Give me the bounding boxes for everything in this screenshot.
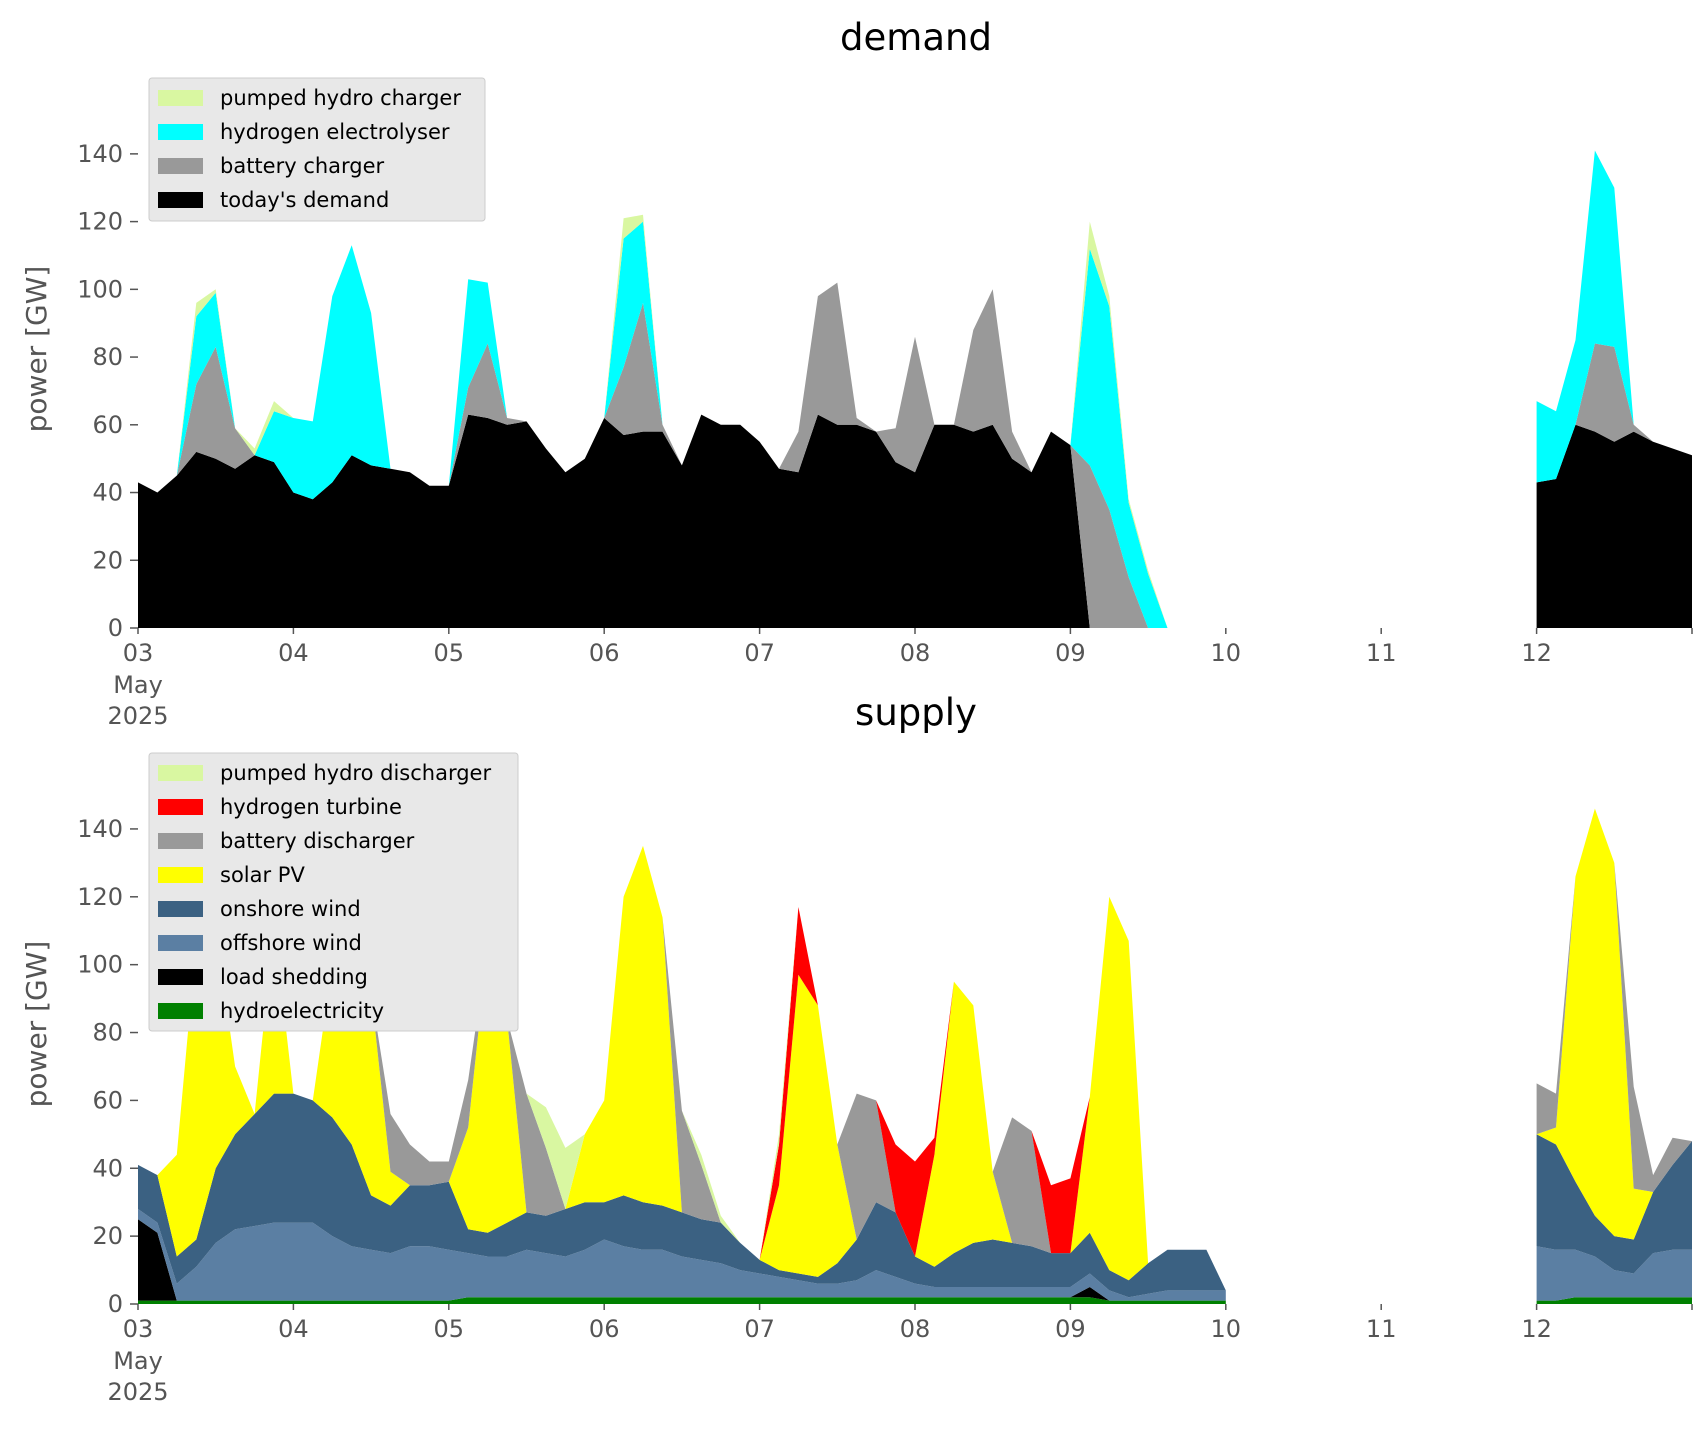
y-tick-label: 40 [92,1154,123,1182]
series-layer [138,808,1692,1304]
y-tick-label: 20 [92,1222,123,1250]
y-tick-label: 120 [77,208,123,236]
legend-label: battery charger [220,154,385,178]
chart-title: demand [840,16,992,59]
x-tick-label: 11 [1366,639,1397,667]
y-tick-label: 140 [77,140,123,168]
legend-swatch [158,765,203,781]
x-tick-sublabel: 2025 [107,1378,168,1406]
x-tick-label: 09 [1055,1315,1086,1343]
legend-swatch [158,192,203,208]
legend-box [148,77,486,222]
legend-swatch [158,867,203,883]
demand-chart: demand power [GW] 0 20 40 60 80 100 120 140 03 04… [20,16,1693,730]
legend-swatch [158,969,203,985]
x-tick-sublabel: May [113,1347,163,1375]
x-tick-label: 10 [1211,1315,1242,1343]
area-battery-discharger [138,808,1692,1291]
legend-swatch [158,1003,203,1019]
series-layer [138,150,1692,628]
legend-label: onshore wind [220,897,361,921]
y-tick-label: 140 [77,815,123,843]
y-tick-label: 100 [77,275,123,303]
legend: pumped hydro discharger hydrogen turbine b… [148,752,519,1032]
x-tick-label: 05 [434,1315,465,1343]
y-tick-label: 120 [77,883,123,911]
x-tick-label: 12 [1521,639,1552,667]
legend-swatch [158,833,203,849]
axes-layer: 0 20 40 60 80 100 120 140 03 04 05 06 07 08 09 10 11 12 Ma… [77,815,1693,1406]
legend: pumped hydro charger hydrogen electrolyse… [148,77,486,222]
legend-swatch [158,901,203,917]
x-tick-label: 09 [1055,639,1086,667]
supply-chart: supply power [GW] 0 20 40 60 80 100 120 140 03 04… [20,691,1693,1406]
area-battery-charger [138,282,1692,628]
area-onshore-wind [138,1093,1692,1298]
legend-label: hydrogen turbine [220,795,402,819]
x-tick-sublabel: 2025 [107,702,168,730]
x-tick-label: 04 [278,1315,309,1343]
legend-swatch [158,935,203,951]
legend-box [148,752,519,1032]
area-today-s-demand [138,414,1692,628]
legend-label: offshore wind [220,931,362,955]
x-tick-label: 03 [123,639,154,667]
x-tick-label: 08 [900,639,931,667]
legend-label: pumped hydro charger [220,86,461,110]
x-tick-label: 04 [278,639,309,667]
y-tick-label: 20 [92,546,123,574]
area-offshore-wind [138,1209,1692,1301]
x-tick-label: 11 [1366,1315,1397,1343]
x-tick-sublabel: May [113,671,163,699]
x-tick-label: 03 [123,1315,154,1343]
legend-label: hydroelectricity [220,999,384,1023]
area-hydrogen-turbine [138,808,1692,1291]
y-tick-label: 60 [92,411,123,439]
legend-label: battery discharger [220,829,415,853]
axes-layer: 0 20 40 60 80 100 120 140 03 04 05 06 07 08 09 10 11 12 Ma… [77,140,1693,730]
legend-label: hydrogen electrolyser [220,120,450,144]
x-tick-label: 08 [900,1315,931,1343]
x-tick-label: 12 [1521,1315,1552,1343]
x-tick-label: 06 [589,639,620,667]
legend-label: pumped hydro discharger [220,761,491,785]
y-tick-label: 80 [92,1019,123,1047]
chart-title: supply [855,691,977,734]
area-hydroelectricity [138,1297,1692,1304]
legend-swatch [158,158,203,174]
legend-swatch [158,90,203,106]
x-tick-label: 07 [744,1315,775,1343]
x-tick-label: 06 [589,1315,620,1343]
x-tick-label: 07 [744,639,775,667]
legend-label: load shedding [220,965,368,989]
y-axis-label: power [GW] [20,266,53,433]
y-axis-label: power [GW] [20,941,53,1108]
legend-label: solar PV [220,863,305,887]
y-tick-label: 80 [92,343,123,371]
y-tick-label: 0 [108,614,123,642]
x-tick-label: 05 [434,639,465,667]
legend-swatch [158,799,203,815]
x-tick-label: 10 [1211,639,1242,667]
legend-label: today's demand [220,188,389,212]
legend-swatch [158,124,203,140]
y-tick-label: 40 [92,479,123,507]
y-tick-label: 0 [108,1290,123,1318]
y-tick-label: 100 [77,951,123,979]
y-tick-label: 60 [92,1086,123,1114]
